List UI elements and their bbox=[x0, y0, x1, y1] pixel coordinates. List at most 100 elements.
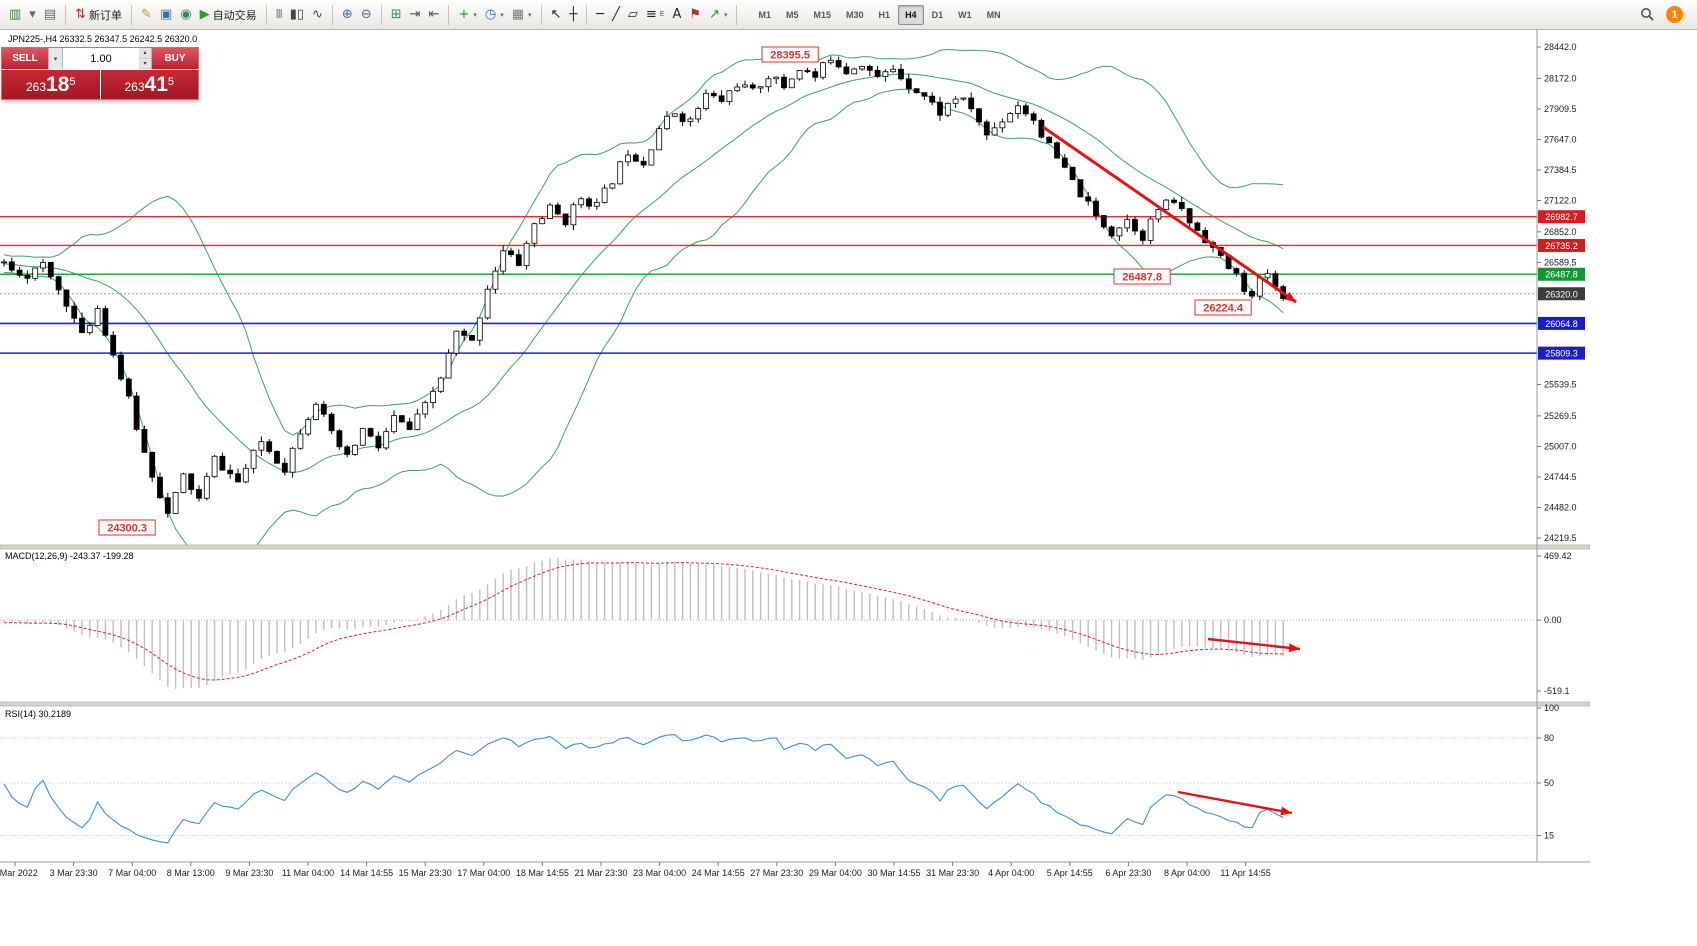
zoom-out-icon[interactable]: ⊖ bbox=[360, 7, 372, 22]
candle bbox=[476, 317, 483, 341]
sell-button[interactable]: SELL bbox=[2, 48, 48, 69]
candle bbox=[196, 489, 202, 499]
timeframe-m5[interactable]: M5 bbox=[786, 9, 799, 20]
buy-price[interactable]: 263415 bbox=[100, 70, 198, 99]
sell-price[interactable]: 263185 bbox=[2, 70, 100, 99]
price-tick-label: 28442.0 bbox=[1544, 42, 1577, 52]
timeframe-h4[interactable]: H4 bbox=[898, 4, 924, 25]
crosshair-icon[interactable]: ┼ bbox=[569, 7, 578, 22]
candle bbox=[16, 269, 23, 276]
candle bbox=[664, 115, 670, 130]
timeframe-m30[interactable]: M30 bbox=[846, 9, 864, 20]
market-icon[interactable]: ◉ bbox=[180, 7, 192, 22]
chart-shift-icon[interactable]: ⇤ bbox=[428, 7, 440, 22]
time-tick-label: 29 Mar 04:00 bbox=[809, 868, 862, 878]
fibonacci-icon[interactable]: ≡ E bbox=[645, 7, 665, 22]
candle bbox=[110, 334, 117, 356]
candle bbox=[313, 403, 319, 420]
indicators-button[interactable]: + ▾ bbox=[458, 7, 477, 22]
channel-icon[interactable]: ▱ bbox=[627, 7, 638, 22]
panel-splitter[interactable] bbox=[0, 544, 1590, 550]
macd-tick-label: 469.42 bbox=[1544, 551, 1572, 561]
candle bbox=[367, 428, 374, 437]
periods-button[interactable]: ◷ ▾ bbox=[484, 7, 504, 22]
panel-splitter[interactable] bbox=[0, 701, 1590, 707]
timeframe-d1[interactable]: D1 bbox=[931, 9, 944, 20]
horizontal-line-icon[interactable]: ─ bbox=[596, 7, 605, 22]
candlestick-icon[interactable]: ▮▯ bbox=[289, 7, 304, 22]
terminal-icon[interactable]: ▣ bbox=[159, 7, 173, 22]
templates-button[interactable]: ▦ ▾ bbox=[511, 7, 532, 22]
auto-scroll-icon[interactable]: ⇥ bbox=[409, 7, 421, 22]
timeframe-w1[interactable]: W1 bbox=[958, 9, 972, 20]
order-type-caret-icon[interactable]: ▾ bbox=[48, 48, 63, 69]
time-tick-label: 15 Mar 23:30 bbox=[399, 868, 452, 878]
chart-annotation-box[interactable] bbox=[1113, 268, 1171, 285]
candle bbox=[687, 118, 694, 123]
candle bbox=[125, 378, 132, 397]
toolbar-separator bbox=[380, 4, 382, 25]
time-tick-label: 18 Mar 14:55 bbox=[516, 868, 569, 878]
trend-arrow[interactable] bbox=[1177, 790, 1293, 815]
candle bbox=[859, 65, 865, 70]
candle bbox=[391, 415, 397, 433]
profiles-icon[interactable]: ▤ bbox=[43, 7, 57, 22]
label-icon[interactable]: ⚑ bbox=[689, 7, 702, 22]
candle bbox=[32, 267, 39, 279]
text-icon[interactable]: A bbox=[672, 7, 682, 22]
cursor-icon[interactable]: ↖ bbox=[550, 7, 562, 22]
new-chart-caret[interactable]: ▾ bbox=[29, 7, 36, 22]
candle bbox=[539, 218, 546, 225]
rsi-indicator-label: RSI(14) 30.2189 bbox=[5, 709, 72, 719]
timeframe-m15[interactable]: M15 bbox=[813, 9, 832, 20]
time-tick-label: 8 Mar 13:00 bbox=[167, 868, 215, 878]
ohlc-bars-icon[interactable]: ||| bbox=[275, 9, 283, 19]
candle bbox=[422, 402, 429, 415]
timeframe-mn[interactable]: MN bbox=[986, 9, 1001, 20]
candle bbox=[999, 121, 1006, 129]
candle bbox=[625, 154, 631, 163]
candle bbox=[297, 433, 304, 449]
zoom-in-icon[interactable]: ⊕ bbox=[341, 7, 353, 22]
volume-stepper[interactable]: ▴ ▾ bbox=[139, 48, 152, 69]
new-chart-icon[interactable]: ▥ bbox=[9, 7, 22, 22]
time-tick-label: 31 Mar 23:30 bbox=[926, 868, 979, 878]
candle bbox=[1046, 136, 1053, 144]
toolbar: ▥ ▾ ▤ ⇅ 新订单 ✎ ▣ ◉ ▶ 自动交易 ||| ▮▯ ∿ ⊕ ⊖ ⊞ ⇥ ⇤ + ▾ ◷ ▾ ▦ ▾ ↖ ┼ ─ ╱ ▱ ≡ E A… bbox=[0, 0, 1697, 30]
candle bbox=[1241, 272, 1248, 292]
candle bbox=[1085, 196, 1092, 202]
candle bbox=[1100, 215, 1107, 228]
candle bbox=[258, 441, 265, 451]
timeframe-h1[interactable]: H1 bbox=[878, 9, 891, 20]
timeframe-m1[interactable]: M1 bbox=[758, 9, 771, 20]
candle bbox=[1093, 200, 1099, 216]
price-tag-label: 26487.8 bbox=[1545, 270, 1578, 280]
trend-arrow[interactable] bbox=[1207, 637, 1301, 651]
autotrading-button[interactable]: ▶ 自动交易 bbox=[199, 7, 257, 22]
buy-button[interactable]: BUY bbox=[152, 48, 198, 69]
metaeditor-icon[interactable]: ✎ bbox=[141, 7, 152, 22]
line-chart-icon[interactable]: ∿ bbox=[312, 7, 323, 22]
tile-windows-icon[interactable]: ⊞ bbox=[390, 7, 402, 22]
candle bbox=[63, 289, 70, 307]
new-order-button[interactable]: ⇅ 新订单 bbox=[75, 7, 123, 22]
time-tick-label: 8 Apr 04:00 bbox=[1164, 868, 1210, 878]
arrows-button[interactable]: ↗ ▾ bbox=[709, 7, 728, 22]
chart-canvas[interactable]: 28442.0 28172.0 27909.5 27647.0 27384.5 27122… bbox=[0, 30, 1590, 880]
price-tick-label: 24482.0 bbox=[1544, 502, 1577, 512]
volume-input[interactable] bbox=[63, 48, 139, 69]
search-icon[interactable] bbox=[1637, 3, 1658, 27]
chart-annotation-box[interactable] bbox=[1194, 299, 1252, 316]
volume-up-icon[interactable]: ▴ bbox=[139, 48, 151, 59]
chart-annotation-box[interactable] bbox=[98, 519, 156, 536]
candle bbox=[414, 413, 421, 430]
trend-arrow[interactable] bbox=[1042, 125, 1297, 304]
time-tick-label: 24 Mar 14:55 bbox=[692, 868, 745, 878]
chart-annotation-box[interactable] bbox=[761, 46, 819, 63]
candle bbox=[242, 467, 249, 483]
trendline-icon[interactable]: ╱ bbox=[612, 7, 620, 22]
price-tick-label: 25269.5 bbox=[1544, 411, 1577, 421]
candle bbox=[570, 204, 577, 226]
notification-badge[interactable]: 1 bbox=[1666, 6, 1683, 23]
volume-down-icon[interactable]: ▾ bbox=[139, 58, 151, 69]
